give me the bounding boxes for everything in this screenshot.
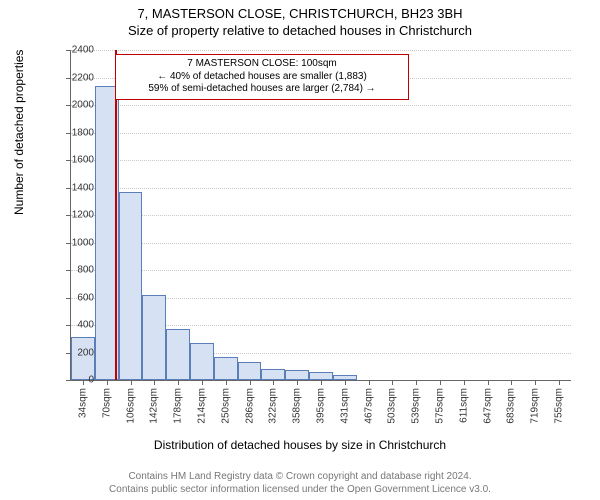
histogram-bar	[309, 372, 333, 380]
chart-subtitle: Size of property relative to detached ho…	[0, 23, 600, 38]
y-tick-label: 1000	[54, 237, 94, 248]
y-tick-label: 1800	[54, 127, 94, 138]
x-tick	[345, 380, 346, 385]
reference-line	[115, 50, 117, 380]
x-tick	[107, 380, 108, 385]
chart-title: 7, MASTERSON CLOSE, CHRISTCHURCH, BH23 3…	[0, 6, 600, 21]
gridline	[71, 50, 571, 51]
x-tick-label: 539sqm	[411, 388, 422, 424]
histogram-bar	[166, 329, 190, 380]
x-tick-label: 575sqm	[435, 388, 446, 424]
gridline	[71, 270, 571, 271]
x-tick-label: 142sqm	[149, 388, 160, 424]
x-tick	[511, 380, 512, 385]
chart-area: 34sqm70sqm106sqm142sqm178sqm214sqm250sqm…	[70, 50, 570, 380]
annotation-line2: ← 40% of detached houses are smaller (1,…	[122, 71, 402, 84]
histogram-bar	[214, 357, 238, 380]
x-tick-label: 431sqm	[339, 388, 350, 424]
gridline	[71, 133, 571, 134]
y-tick-label: 1400	[54, 182, 94, 193]
x-tick-label: 467sqm	[363, 388, 374, 424]
attribution-line1: Contains HM Land Registry data © Crown c…	[0, 471, 600, 484]
y-tick-label: 400	[54, 320, 94, 331]
x-tick-label: 358sqm	[292, 388, 303, 424]
gridline	[71, 160, 571, 161]
y-axis-title: Number of detached properties	[12, 50, 26, 215]
x-tick-label: 611sqm	[458, 388, 469, 423]
annotation-box: 7 MASTERSON CLOSE: 100sqm ← 40% of detac…	[115, 54, 409, 100]
x-tick	[559, 380, 560, 385]
x-tick-label: 503sqm	[387, 388, 398, 424]
x-tick-label: 647sqm	[482, 388, 493, 424]
x-tick	[226, 380, 227, 385]
x-tick-label: 395sqm	[316, 388, 327, 424]
x-tick-label: 178sqm	[173, 388, 184, 424]
annotation-line1: 7 MASTERSON CLOSE: 100sqm	[122, 58, 402, 71]
x-axis-title: Distribution of detached houses by size …	[0, 438, 600, 452]
x-tick	[131, 380, 132, 385]
y-tick-label: 1200	[54, 210, 94, 221]
histogram-bar	[261, 369, 285, 380]
attribution-text: Contains HM Land Registry data © Crown c…	[0, 471, 600, 496]
x-tick-label: 70sqm	[101, 388, 112, 418]
x-tick	[154, 380, 155, 385]
x-tick	[535, 380, 536, 385]
plot-area: 34sqm70sqm106sqm142sqm178sqm214sqm250sqm…	[70, 50, 571, 381]
gridline	[71, 215, 571, 216]
x-tick-label: 34sqm	[77, 388, 88, 418]
x-tick	[202, 380, 203, 385]
x-tick	[321, 380, 322, 385]
x-tick-label: 719sqm	[530, 388, 541, 424]
x-tick	[392, 380, 393, 385]
histogram-bar	[238, 362, 262, 380]
x-tick-label: 286sqm	[244, 388, 255, 424]
gridline	[71, 243, 571, 244]
y-tick-label: 2200	[54, 72, 94, 83]
y-tick-label: 2000	[54, 100, 94, 111]
gridline	[71, 188, 571, 189]
y-tick-label: 1600	[54, 155, 94, 166]
x-tick	[488, 380, 489, 385]
y-tick-label: 200	[54, 347, 94, 358]
y-tick-label: 0	[54, 375, 94, 386]
x-tick	[440, 380, 441, 385]
x-tick	[464, 380, 465, 385]
x-tick	[416, 380, 417, 385]
x-tick-label: 106sqm	[125, 388, 136, 424]
histogram-bar	[190, 343, 214, 380]
x-tick	[178, 380, 179, 385]
x-tick-label: 214sqm	[196, 388, 207, 424]
chart-title-block: 7, MASTERSON CLOSE, CHRISTCHURCH, BH23 3…	[0, 0, 600, 38]
annotation-line3: 59% of semi-detached houses are larger (…	[122, 83, 402, 96]
x-tick-label: 250sqm	[220, 388, 231, 424]
x-tick-label: 322sqm	[268, 388, 279, 424]
y-tick-label: 800	[54, 265, 94, 276]
x-tick	[369, 380, 370, 385]
x-tick-label: 755sqm	[554, 388, 565, 424]
x-tick	[273, 380, 274, 385]
x-tick	[297, 380, 298, 385]
x-tick	[250, 380, 251, 385]
x-tick-label: 683sqm	[506, 388, 517, 424]
histogram-bar	[285, 370, 309, 380]
y-tick-label: 600	[54, 292, 94, 303]
attribution-line2: Contains public sector information licen…	[0, 484, 600, 497]
histogram-bar	[142, 295, 166, 380]
gridline	[71, 105, 571, 106]
histogram-bar	[119, 192, 143, 380]
y-tick-label: 2400	[54, 45, 94, 56]
